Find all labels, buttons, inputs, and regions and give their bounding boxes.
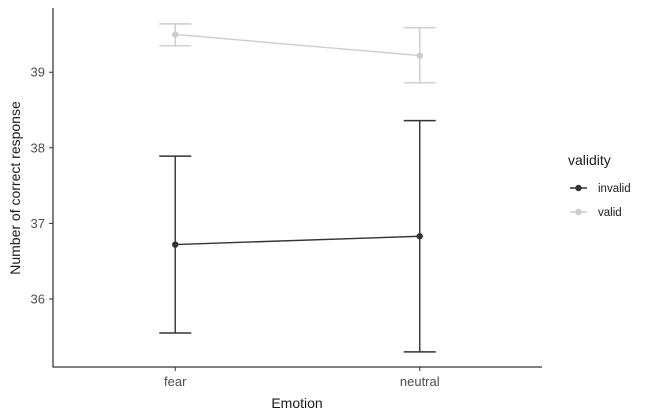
- y-tick-label: 36: [31, 291, 45, 306]
- plot-area: [159, 23, 436, 353]
- legend-label: invalid: [598, 183, 631, 195]
- series-invalid: [159, 119, 436, 353]
- legend-title: validity: [568, 152, 611, 168]
- data-point: [172, 31, 179, 38]
- x-tick-label: neutral: [400, 374, 440, 389]
- legend-key-point: [575, 184, 582, 192]
- y-axis-title: Number of correct response: [7, 101, 23, 275]
- legend-item-valid: valid: [570, 207, 622, 219]
- legend-items: invalid valid: [570, 183, 631, 219]
- data-point: [416, 52, 423, 59]
- series-line: [175, 33, 420, 57]
- y-tick-label: 38: [31, 140, 45, 155]
- y-tick-label: 39: [31, 65, 45, 80]
- legend: validity invalid valid: [568, 152, 631, 219]
- legend-item-invalid: invalid: [570, 183, 631, 195]
- series-line: [175, 235, 420, 246]
- y-tick-label: 37: [31, 216, 45, 231]
- x-axis-title: Emotion: [271, 395, 322, 411]
- data-point: [416, 233, 423, 240]
- data-point: [172, 241, 179, 248]
- series-valid: [159, 23, 436, 84]
- legend-key-point: [575, 208, 582, 216]
- legend-label: valid: [598, 207, 622, 219]
- axes: 36 37 38 39 fear neutral: [31, 8, 542, 389]
- x-tick-label: fear: [164, 374, 187, 389]
